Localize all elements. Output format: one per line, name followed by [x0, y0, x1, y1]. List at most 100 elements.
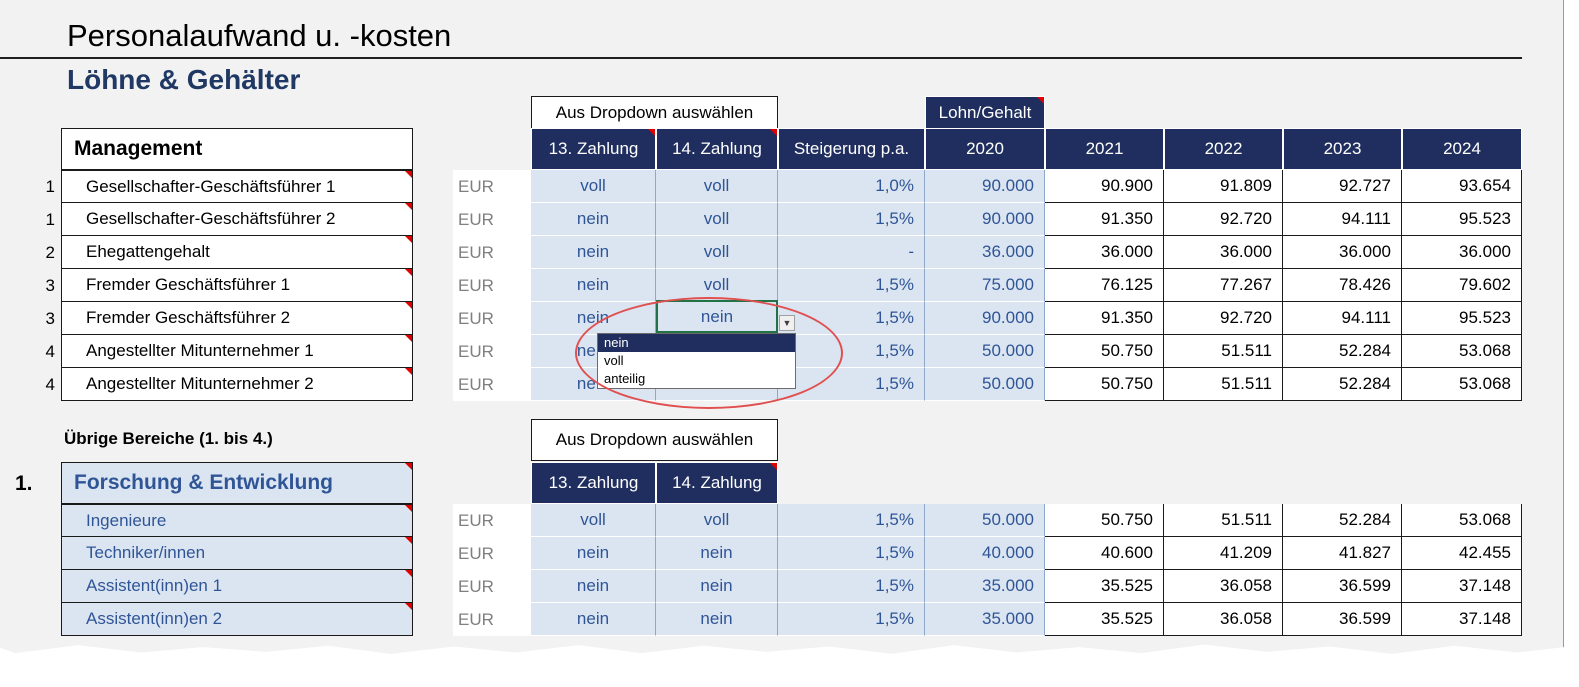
row-label-text: Angestellter Mitunternehmer 1 — [86, 341, 314, 360]
row-label-text: Angestellter Mitunternehmer 2 — [86, 374, 314, 393]
salary-projection-cell: 50.750 — [1045, 368, 1164, 401]
col-header-increase: Steigerung p.a. — [778, 128, 925, 170]
z13-input-cell[interactable]: nein — [531, 537, 656, 570]
salary-input-cell[interactable]: 36.000 — [925, 236, 1045, 269]
salary-input-cell[interactable]: 90.000 — [925, 203, 1045, 236]
salary-projection-cell: 37.148 — [1402, 570, 1522, 603]
increase-input-cell[interactable]: 1,5% — [778, 570, 925, 603]
salary-projection-cell: 41.209 — [1164, 537, 1283, 570]
increase-input-cell[interactable]: 1,5% — [778, 537, 925, 570]
salary-projection-cell: 50.750 — [1045, 335, 1164, 368]
spreadsheet-sheet: Personalaufwand u. -kosten Löhne & Gehäl… — [0, 0, 1564, 654]
salary-projection-cell: 53.068 — [1402, 335, 1522, 368]
salary-input-cell[interactable]: 35.000 — [925, 570, 1045, 603]
salary-projection-cell: 35.525 — [1045, 570, 1164, 603]
currency-cell: EUR — [453, 504, 531, 537]
salary-projection-cell: 92.720 — [1164, 203, 1283, 236]
salary-projection-cell: 36.599 — [1283, 603, 1402, 636]
salary-projection-cell: 91.350 — [1045, 302, 1164, 335]
row-label: Assistent(inn)en 1 — [61, 570, 413, 603]
section-heading-rnd: Forschung & Entwicklung — [61, 462, 413, 504]
z13-input-cell[interactable]: nein — [531, 603, 656, 636]
z14-input-cell[interactable]: nein — [656, 570, 778, 603]
other-areas-heading: Übrige Bereiche (1. bis 4.) — [64, 429, 273, 448]
salary-projection-cell: 51.511 — [1164, 368, 1283, 401]
z14-input-cell[interactable]: voll — [656, 170, 778, 203]
salary-input-cell[interactable]: 75.000 — [925, 269, 1045, 302]
increase-input-cell[interactable]: 1,5% — [778, 603, 925, 636]
row-label: Fremder Geschäftsführer 2 — [61, 302, 413, 335]
salary-projection-cell: 93.654 — [1402, 170, 1522, 203]
row-label: Angestellter Mitunternehmer 1 — [61, 335, 413, 368]
salary-projection-cell: 42.455 — [1402, 537, 1522, 570]
salary-projection-cell: 35.525 — [1045, 603, 1164, 636]
currency-cell: EUR — [453, 537, 531, 570]
z14-input-cell[interactable]: voll — [656, 236, 778, 269]
row-number: 4 — [45, 342, 55, 361]
section-number: 1. — [15, 472, 33, 495]
z14-input-cell[interactable]: voll — [656, 504, 778, 537]
row-number: 3 — [45, 276, 55, 295]
salary-projection-cell: 79.602 — [1402, 269, 1522, 302]
row-label-text: Fremder Geschäftsführer 2 — [86, 308, 291, 327]
row-label-text: Ehegattengehalt — [86, 242, 210, 261]
z14-input-cell[interactable]: voll — [656, 203, 778, 236]
salary-projection-cell: 92.727 — [1283, 170, 1402, 203]
row-label: Gesellschafter-Geschäftsführer 1 — [61, 170, 413, 203]
salary-input-cell[interactable]: 50.000 — [925, 335, 1045, 368]
highlight-ellipse — [575, 297, 843, 409]
col-header-z14: 14. Zahlung — [656, 462, 778, 504]
increase-input-cell[interactable]: 1,0% — [778, 170, 925, 203]
currency-cell: EUR — [453, 236, 531, 269]
row-label-text: Assistent(inn)en 1 — [86, 576, 223, 595]
salary-input-cell[interactable]: 40.000 — [925, 537, 1045, 570]
increase-input-cell[interactable]: - — [778, 236, 925, 269]
row-label: Assistent(inn)en 2 — [61, 603, 413, 636]
row-label: Fremder Geschäftsführer 1 — [61, 269, 413, 302]
row-label: Ingenieure — [61, 504, 413, 537]
salary-projection-cell: 41.827 — [1283, 537, 1402, 570]
title-underline — [0, 57, 1522, 59]
salary-projection-cell: 78.426 — [1283, 269, 1402, 302]
salary-input-cell[interactable]: 90.000 — [925, 302, 1045, 335]
salary-projection-cell: 95.523 — [1402, 302, 1522, 335]
row-label-text: Techniker/innen — [86, 543, 206, 562]
salary-projection-cell: 90.900 — [1045, 170, 1164, 203]
salary-projection-cell: 91.350 — [1045, 203, 1164, 236]
z14-input-cell[interactable]: nein — [656, 537, 778, 570]
increase-input-cell[interactable]: 1,5% — [778, 504, 925, 537]
z13-input-cell[interactable]: nein — [531, 570, 656, 603]
salary-input-cell[interactable]: 50.000 — [925, 504, 1045, 537]
salary-input-cell[interactable]: 90.000 — [925, 170, 1045, 203]
currency-cell: EUR — [453, 570, 531, 603]
col-header-year: 2024 — [1402, 128, 1522, 170]
salary-input-cell[interactable]: 50.000 — [925, 368, 1045, 401]
salary-input-cell[interactable]: 35.000 — [925, 603, 1045, 636]
salary-projection-cell: 52.284 — [1283, 368, 1402, 401]
salary-projection-cell: 91.809 — [1164, 170, 1283, 203]
dropdown-hint-box: Aus Dropdown auswählen — [531, 419, 778, 461]
dropdown-hint-box: Aus Dropdown auswählen — [531, 96, 778, 129]
z13-input-cell[interactable]: voll — [531, 170, 656, 203]
z13-input-cell[interactable]: nein — [531, 203, 656, 236]
row-number: 4 — [45, 375, 55, 394]
page-title: Personalaufwand u. -kosten — [67, 18, 452, 53]
z14-input-cell[interactable]: nein — [656, 603, 778, 636]
increase-input-cell[interactable]: 1,5% — [778, 269, 925, 302]
col-header-year: 2023 — [1283, 128, 1402, 170]
col-header-year: 2022 — [1164, 128, 1283, 170]
z13-input-cell[interactable]: voll — [531, 504, 656, 537]
row-number: 2 — [45, 243, 55, 262]
z13-input-cell[interactable]: nein — [531, 269, 656, 302]
salary-projection-cell: 92.720 — [1164, 302, 1283, 335]
increase-input-cell[interactable]: 1,5% — [778, 203, 925, 236]
salary-projection-cell: 36.058 — [1164, 603, 1283, 636]
salary-projection-cell: 95.523 — [1402, 203, 1522, 236]
management-heading: Management — [61, 128, 413, 170]
row-label: Angestellter Mitunternehmer 2 — [61, 368, 413, 401]
salary-projection-cell: 40.600 — [1045, 537, 1164, 570]
z13-input-cell[interactable]: nein — [531, 236, 656, 269]
row-number: 1 — [45, 177, 55, 196]
salary-projection-cell: 36.599 — [1283, 570, 1402, 603]
salary-projection-cell: 36.000 — [1045, 236, 1164, 269]
